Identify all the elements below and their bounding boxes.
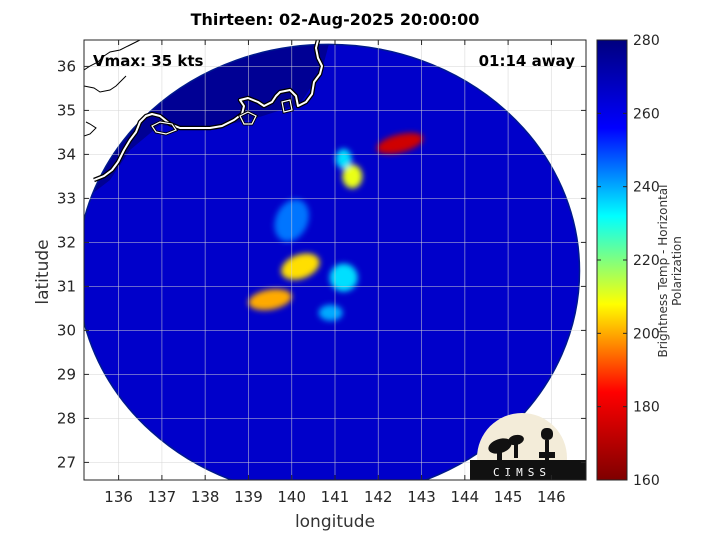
y-tick-label: 27 — [57, 453, 76, 471]
colorbar-tick-label: 200 — [633, 326, 660, 342]
x-tick-label: 142 — [364, 488, 393, 506]
colorbar-tick-label: 220 — [633, 253, 660, 269]
x-tick-label: 139 — [234, 488, 263, 506]
x-tick-label: 138 — [191, 488, 220, 506]
y-tick-label: 33 — [57, 189, 76, 207]
convection-feature — [281, 253, 320, 280]
convection-feature — [248, 289, 292, 311]
convection-feature — [335, 148, 352, 169]
coastline — [84, 40, 325, 183]
x-tick-label: 143 — [407, 488, 436, 506]
convection-feature — [376, 132, 424, 154]
x-tick-label: 144 — [451, 488, 480, 506]
x-tick-label: 146 — [537, 488, 566, 506]
vmax-label: Vmax: 35 kts — [93, 52, 204, 70]
convection-feature — [329, 263, 358, 292]
logo-text: CIMSS — [493, 466, 551, 479]
colorbar-label: Brightness Temp - Horizontal Polarizatio… — [656, 184, 684, 358]
colorbar-ticks: 160 180 200 220 240 260 280 — [597, 33, 660, 489]
y-tick-label: 30 — [57, 321, 76, 339]
x-tick-label: 137 — [148, 488, 177, 506]
cimss-logo: CIMSS — [470, 413, 586, 480]
y-tick-label: 35 — [57, 101, 76, 119]
x-tick-label: 145 — [494, 488, 523, 506]
axis-ticks: 136 137 138 139 140 141 142 143 144 145 146 27 28 29 3… — [57, 40, 586, 506]
y-tick-label: 36 — [57, 57, 76, 75]
x-tick-label: 136 — [104, 488, 133, 506]
colorbar-tick-label: 260 — [633, 106, 660, 122]
y-tick-label: 28 — [57, 409, 76, 427]
x-axis-label: longitude — [294, 512, 376, 532]
convection-feature — [342, 164, 363, 189]
y-tick-label: 32 — [57, 233, 76, 251]
colorbar — [597, 40, 627, 480]
y-tick-label: 31 — [57, 277, 76, 295]
colorbar-tick-label: 160 — [633, 473, 660, 489]
colorbar-tick-label: 280 — [633, 33, 660, 49]
swath-edge — [84, 43, 581, 480]
colorbar-tick-label: 240 — [633, 180, 660, 196]
convection-feature — [318, 304, 343, 321]
colorbar-tick-label: 180 — [633, 400, 660, 416]
x-tick-label: 141 — [321, 488, 350, 506]
y-tick-label: 29 — [57, 365, 76, 383]
chart-title: Thirteen: 02-Aug-2025 20:00:00 — [190, 10, 480, 29]
time-away-label: 01:14 away — [478, 52, 575, 70]
y-tick-label: 34 — [57, 145, 76, 163]
x-tick-label: 140 — [277, 488, 306, 506]
swath-background — [84, 44, 580, 480]
y-axis-label: latitude — [33, 239, 53, 305]
